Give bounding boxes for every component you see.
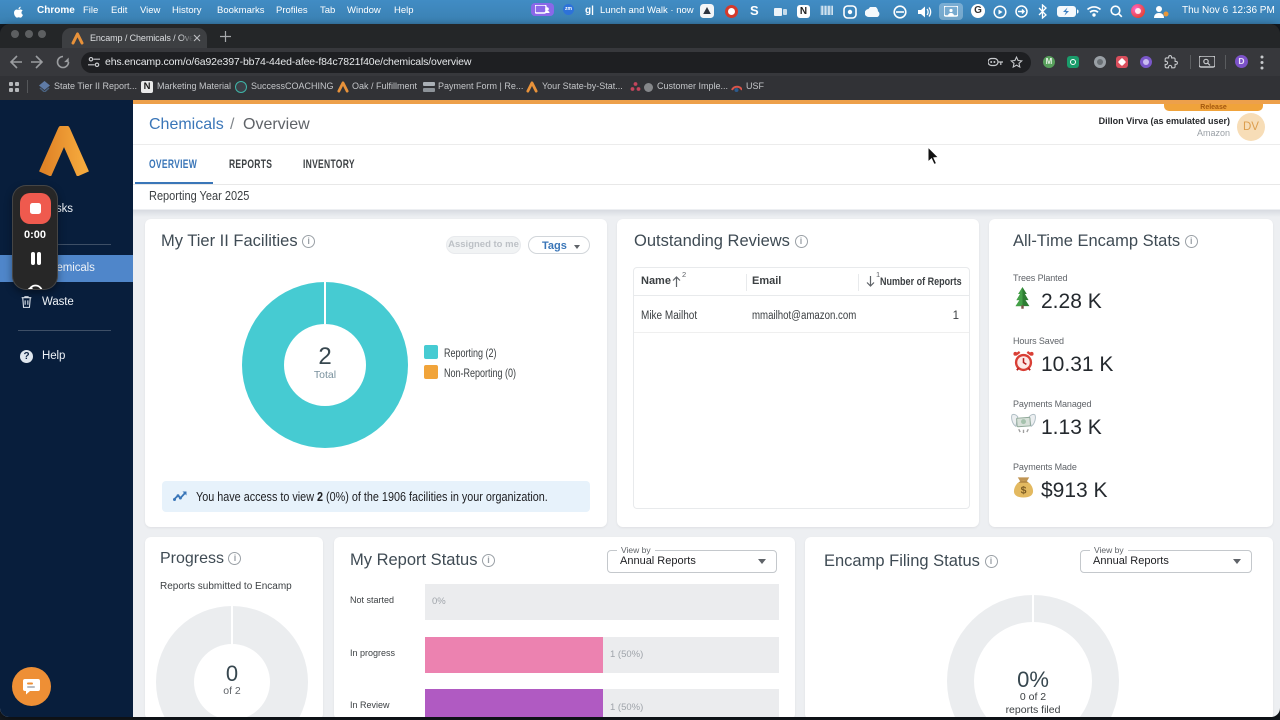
svg-text:$: $ <box>1021 485 1027 497</box>
